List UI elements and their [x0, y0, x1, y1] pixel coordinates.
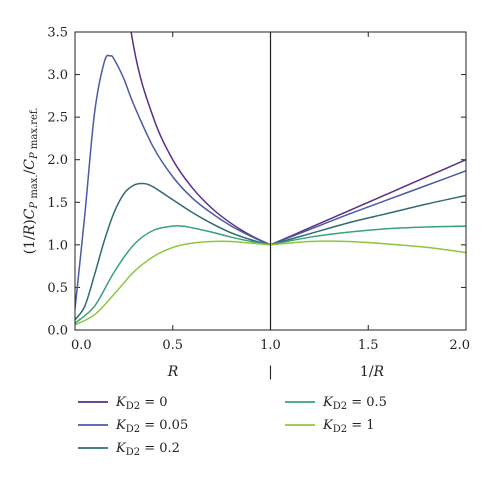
legend-label: KD2 = 0.5	[322, 395, 387, 412]
y-tick-label: 1.5	[47, 196, 68, 211]
series-line-left-2	[75, 182, 271, 321]
y-tick-label: 1.0	[47, 238, 68, 253]
legend: KD2 = 0 KD2 = 0.05 KD2 = 0.2 KD2 = 0.5 KD2 =…	[78, 395, 387, 458]
legend-label: KD2 = 0.2	[115, 441, 180, 458]
series-line-left-1	[75, 54, 271, 309]
y-tick-label: 0.5	[47, 281, 68, 296]
series-line-right-1	[270, 170, 466, 246]
series-line-right-4	[270, 240, 466, 254]
tick-layer: 0.0 0.5 1.0 1.5 2.0 2.5 3.0 3.5 0.0 0.5 1.0 1.5 2.0	[47, 26, 470, 354]
y-axis-label: (1/R)CP max./CP max.ref.	[22, 108, 40, 255]
x-tick-label: 0.0	[71, 338, 92, 353]
legend-label: KD2 = 0	[115, 395, 168, 412]
series-line-left-0	[130, 32, 271, 246]
x-axis-label-right: 1/R	[360, 364, 385, 380]
series-layer	[75, 32, 466, 326]
series-line-right-0	[270, 159, 466, 246]
series-line-left-3	[75, 224, 271, 324]
x-axis-divider-mark: |	[268, 364, 273, 380]
legend-label: KD2 = 1	[322, 418, 375, 435]
y-tick-label: 3.0	[47, 68, 68, 83]
y-tick-label: 0.0	[47, 324, 68, 339]
x-tick-label: 2.0	[449, 338, 470, 353]
x-tick-label: 1.0	[260, 338, 281, 353]
series-line-right-2	[270, 194, 466, 246]
series-line-left-4	[75, 240, 271, 326]
x-axis-label-left: R	[167, 364, 179, 380]
x-tick-label: 0.5	[162, 338, 183, 353]
legend-label: KD2 = 0.05	[115, 418, 188, 435]
y-tick-label: 2.5	[47, 111, 68, 126]
y-tick-label: 3.5	[47, 26, 68, 41]
x-tick-label: 1.5	[358, 338, 379, 353]
series-line-right-3	[270, 225, 466, 246]
y-tick-label: 2.0	[47, 153, 68, 168]
